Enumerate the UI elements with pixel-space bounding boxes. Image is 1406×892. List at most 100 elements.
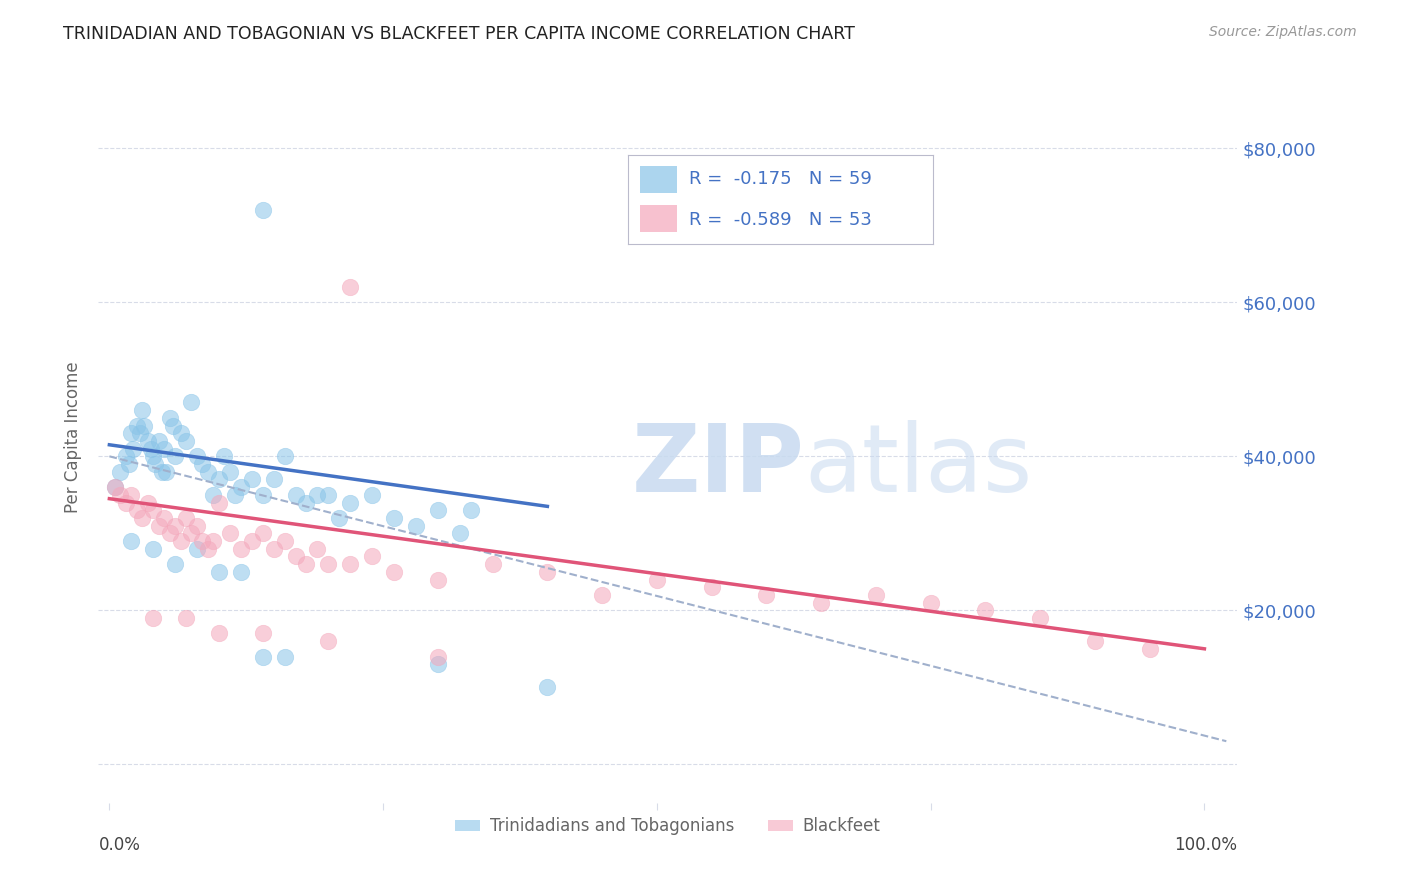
Point	[229, 565, 252, 579]
Point	[645, 573, 668, 587]
Point	[426, 503, 449, 517]
Point	[263, 541, 285, 556]
Point	[180, 526, 202, 541]
Point	[318, 557, 340, 571]
Point	[361, 488, 384, 502]
Point	[224, 488, 246, 502]
Point	[252, 202, 274, 217]
Point	[361, 549, 384, 564]
Point	[252, 526, 274, 541]
Point	[218, 526, 240, 541]
Text: R =  -0.175   N = 59: R = -0.175 N = 59	[689, 170, 872, 188]
Point	[307, 541, 329, 556]
Point	[174, 434, 197, 448]
Point	[145, 457, 167, 471]
Point	[104, 480, 127, 494]
Point	[273, 534, 295, 549]
Text: ZIP: ZIP	[631, 420, 804, 512]
Point	[197, 465, 219, 479]
Point	[214, 450, 236, 464]
Point	[426, 649, 449, 664]
Point	[114, 450, 136, 464]
Point	[339, 495, 361, 509]
Point	[536, 565, 558, 579]
Point	[129, 426, 152, 441]
Point	[131, 511, 153, 525]
Point	[174, 511, 197, 525]
Point	[284, 488, 307, 502]
Text: 0.0%: 0.0%	[98, 836, 141, 854]
Point	[382, 565, 405, 579]
Point	[169, 426, 191, 441]
Y-axis label: Per Capita Income: Per Capita Income	[65, 361, 83, 513]
Point	[169, 534, 191, 549]
Point	[110, 465, 132, 479]
Text: Source: ZipAtlas.com: Source: ZipAtlas.com	[1209, 25, 1357, 39]
Point	[125, 503, 148, 517]
Point	[318, 488, 340, 502]
Point	[536, 681, 558, 695]
Point	[700, 580, 723, 594]
Point	[284, 549, 307, 564]
Point	[153, 511, 176, 525]
Point	[810, 596, 832, 610]
Point	[148, 434, 170, 448]
Point	[208, 495, 231, 509]
Point	[136, 434, 159, 448]
Point	[114, 495, 136, 509]
Point	[252, 488, 274, 502]
Point	[449, 526, 471, 541]
Point	[202, 534, 225, 549]
Point	[174, 611, 197, 625]
Point	[405, 518, 427, 533]
Point	[263, 472, 285, 486]
Point	[122, 442, 145, 456]
Point	[150, 465, 173, 479]
Point	[180, 395, 202, 409]
Point	[295, 495, 318, 509]
Point	[142, 450, 165, 464]
Bar	[640, 205, 676, 232]
Point	[295, 557, 318, 571]
Point	[426, 657, 449, 672]
Point	[318, 634, 340, 648]
Point	[382, 511, 405, 525]
Point	[339, 557, 361, 571]
Point	[165, 518, 187, 533]
Point	[229, 541, 252, 556]
Point	[118, 457, 141, 471]
Point	[186, 518, 208, 533]
Point	[186, 450, 208, 464]
Point	[252, 649, 274, 664]
Point	[240, 534, 263, 549]
Legend: Trinidadians and Tobagonians, Blackfeet: Trinidadians and Tobagonians, Blackfeet	[449, 811, 887, 842]
Point	[131, 403, 153, 417]
Point	[273, 450, 295, 464]
Point	[252, 626, 274, 640]
Point	[273, 649, 295, 664]
Text: TRINIDADIAN AND TOBAGONIAN VS BLACKFEET PER CAPITA INCOME CORRELATION CHART: TRINIDADIAN AND TOBAGONIAN VS BLACKFEET …	[63, 25, 855, 43]
Point	[165, 557, 187, 571]
Point	[186, 541, 208, 556]
Text: 100.0%: 100.0%	[1174, 836, 1237, 854]
Bar	[640, 166, 676, 193]
Point	[328, 511, 350, 525]
Point	[1029, 611, 1052, 625]
Point	[120, 426, 142, 441]
Point	[191, 534, 214, 549]
Point	[139, 442, 162, 456]
Point	[142, 541, 165, 556]
Point	[104, 480, 127, 494]
Point	[159, 526, 181, 541]
Text: atlas: atlas	[804, 420, 1033, 512]
Point	[426, 573, 449, 587]
Point	[481, 557, 503, 571]
Point	[202, 488, 225, 502]
Point	[229, 480, 252, 494]
Point	[142, 503, 165, 517]
Point	[339, 280, 361, 294]
Point	[865, 588, 887, 602]
Point	[162, 418, 184, 433]
Point	[148, 518, 170, 533]
Point	[208, 472, 231, 486]
